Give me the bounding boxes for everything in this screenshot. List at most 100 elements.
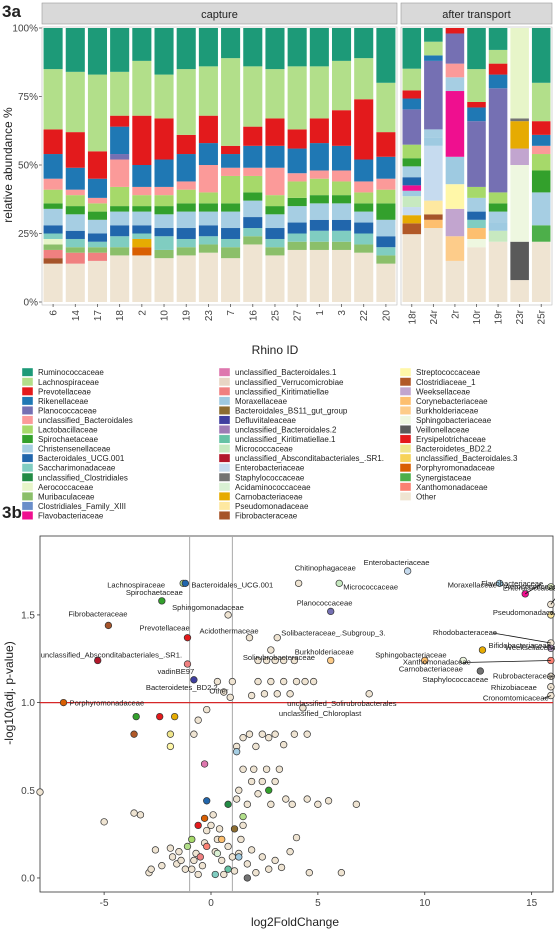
bar-segment-spirochaetaceae bbox=[87, 211, 108, 220]
bar-segment-prevotellaceae bbox=[445, 28, 465, 34]
bar-segment-moraxellaceae bbox=[488, 222, 508, 231]
bar-segment-ruminococcaceae bbox=[87, 28, 108, 75]
bar-segment-unclassified-bacteroidales bbox=[87, 197, 108, 204]
legend-label: unclassified_Bacteroidales.1 bbox=[235, 368, 337, 377]
volcano-point bbox=[230, 825, 239, 833]
bar-segment-porphyromonadaceae bbox=[132, 247, 152, 256]
x-tick-label: 24r bbox=[429, 309, 440, 324]
bar-segment-rikenellaceae bbox=[154, 159, 174, 187]
legend-label: Muribaculaceae bbox=[38, 492, 95, 501]
bar-segment-unclassified-bacteroidales bbox=[43, 178, 63, 190]
bar-segment-rikenellaceae bbox=[287, 148, 307, 174]
volcano-point bbox=[299, 704, 307, 712]
volcano-point bbox=[252, 742, 260, 751]
bar-segment-muribaculaceae bbox=[309, 241, 329, 250]
bar-segment-lactobacillaceae bbox=[354, 192, 374, 204]
bar-segment-saccharimonadaceae bbox=[309, 230, 329, 242]
panel-b-y-axis-title: -log10(adj. p-value) bbox=[2, 641, 16, 744]
point-label: Sphingobacteriaceae bbox=[375, 651, 446, 660]
legend-swatch bbox=[218, 463, 231, 473]
bar-segment-ruminococcaceae bbox=[531, 28, 551, 83]
bar-segment-aerococcaceae bbox=[43, 238, 63, 245]
volcano-point bbox=[166, 730, 175, 738]
bar-segment-lachnospiraceae bbox=[354, 58, 374, 100]
bar-segment-christensenellaceae bbox=[265, 214, 285, 229]
volcano-point bbox=[267, 677, 275, 686]
volcano-frame bbox=[39, 535, 554, 893]
x-tick-label: 10 bbox=[419, 898, 431, 909]
legend-swatch bbox=[21, 396, 34, 406]
point-label: vadinBE97 bbox=[157, 667, 194, 676]
volcano-point bbox=[213, 849, 222, 858]
point-label: Chitinophagaceae bbox=[295, 563, 356, 572]
bar-segment-prevotellaceae bbox=[376, 132, 396, 157]
bar-segment-lachnospiraceae bbox=[531, 82, 551, 122]
volcano-point bbox=[254, 677, 262, 686]
volcano-point bbox=[478, 646, 487, 654]
bar-segment-spirochaetaceae bbox=[309, 195, 329, 204]
point-label: Planococcaceae bbox=[297, 598, 353, 607]
x-tick-label: 6 bbox=[49, 310, 60, 316]
bar-segment-ruminococcaceae bbox=[132, 28, 152, 61]
volcano-point bbox=[476, 667, 484, 675]
volcano-point bbox=[265, 786, 273, 794]
volcano-point bbox=[181, 579, 190, 587]
volcano-point bbox=[280, 677, 288, 686]
volcano-point bbox=[258, 777, 266, 786]
bar-segment-prevotellaceae bbox=[531, 121, 551, 135]
legend-swatch bbox=[21, 511, 34, 520]
bar-segment-other bbox=[309, 249, 329, 302]
y-tick-label: 75% bbox=[18, 92, 38, 103]
volcano-point bbox=[228, 677, 237, 686]
legend-label: unclassified_Bacteroidales bbox=[38, 416, 133, 425]
bar-segment-lachnospiraceae bbox=[243, 66, 263, 127]
legend-swatch bbox=[218, 434, 231, 444]
bar-segment-lactobacillaceae bbox=[221, 175, 241, 204]
legend-label: Porphyromonadaceae bbox=[416, 464, 495, 473]
point-label: Spirochaetaceae bbox=[126, 588, 183, 597]
volcano-point bbox=[243, 860, 251, 868]
bar-segment-lachnospiraceae bbox=[376, 82, 396, 133]
bar-segment-lactobacillaceae bbox=[87, 203, 108, 212]
bar-segment-other bbox=[402, 234, 422, 302]
bar-segment-prevotellaceae bbox=[110, 115, 130, 127]
bar-segment-christensenellaceae bbox=[402, 166, 422, 178]
legend-swatch bbox=[399, 444, 412, 453]
bar-segment-christensenellaceae bbox=[467, 197, 486, 212]
volcano-point bbox=[245, 730, 254, 738]
legend-swatch bbox=[218, 425, 231, 434]
volcano-point bbox=[228, 853, 237, 861]
volcano-point bbox=[183, 842, 192, 851]
bar-segment-other bbox=[110, 255, 130, 302]
bar-segment-spirochaetaceae bbox=[531, 170, 551, 193]
bar-segment-prevotellaceae bbox=[467, 101, 486, 108]
legend-label: Xanthomonadaceae bbox=[416, 483, 488, 492]
point-label: Bifidobacteriaceae bbox=[488, 641, 550, 650]
legend-label: Bacteroidetes_BD2.2 bbox=[416, 445, 492, 454]
bar-segment-unclassified-bacteroidales bbox=[221, 167, 241, 176]
bar-segment-saccharimonadaceae bbox=[154, 236, 174, 250]
legend-label: Streptococcaceae bbox=[416, 368, 481, 377]
legend-swatch bbox=[21, 377, 34, 387]
legend-swatch bbox=[218, 406, 231, 415]
bar-segment-muribaculaceae bbox=[265, 247, 285, 256]
legend-swatch bbox=[218, 501, 231, 511]
volcano-point bbox=[303, 795, 311, 803]
bar-segment-saccharimonadaceae bbox=[87, 241, 108, 248]
bar-segment-other bbox=[331, 249, 352, 302]
legend-swatch bbox=[399, 434, 412, 444]
legend-swatch bbox=[399, 367, 412, 377]
bar-segment-lachnospiraceae bbox=[309, 66, 329, 119]
bar-segment-lactobacillaceae bbox=[132, 195, 152, 207]
bar-segment-other bbox=[488, 241, 508, 302]
bar-segment-bacteroidales-ucg-001 bbox=[309, 219, 329, 231]
bar-segment-saccharimonadaceae bbox=[354, 233, 374, 245]
bar-segment-rikenellaceae bbox=[467, 107, 486, 122]
bar-segment-muribaculaceae bbox=[154, 249, 174, 259]
x-tick-label: 10 bbox=[160, 310, 171, 322]
bar-segment-bacteroidales-ucg-001 bbox=[467, 211, 486, 220]
bar-segment-spirochaetaceae bbox=[402, 158, 422, 167]
volcano-point bbox=[104, 621, 113, 630]
volcano-point bbox=[181, 865, 190, 873]
